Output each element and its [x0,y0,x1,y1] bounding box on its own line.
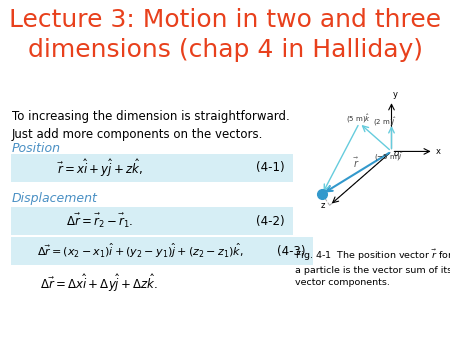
Text: (4-2): (4-2) [256,215,285,227]
FancyBboxPatch shape [11,207,293,235]
Text: x: x [436,147,441,156]
Text: $\vec{r}$: $\vec{r}$ [353,156,360,170]
Text: Position: Position [12,142,61,155]
Text: (4-1): (4-1) [256,162,285,174]
Text: (4-3): (4-3) [276,244,305,258]
Text: ($-$5 m)$\hat{i}$: ($-$5 m)$\hat{i}$ [374,151,404,164]
Text: o: o [394,149,399,158]
Text: $\Delta\vec{r} = (x_2 - x_1)\hat{i} + (y_2 - y_1)\hat{j} + (z_2 - z_1)\hat{k},$: $\Delta\vec{r} = (x_2 - x_1)\hat{i} + (y… [36,242,243,260]
FancyBboxPatch shape [11,237,313,265]
Text: To increasing the dimension is straightforward.
Just add more components on the : To increasing the dimension is straightf… [12,110,290,141]
FancyBboxPatch shape [11,154,293,182]
Text: Lecture 3: Motion in two and three
dimensions (chap 4 in Halliday): Lecture 3: Motion in two and three dimen… [9,8,441,62]
Text: $\Delta\vec{r} = \Delta x\hat{i} + \Delta y\hat{j} + \Delta z\hat{k}.$: $\Delta\vec{r} = \Delta x\hat{i} + \Delt… [40,272,158,294]
Text: (2 m)$\hat{j}$: (2 m)$\hat{j}$ [373,116,396,128]
Text: $\Delta\vec{r} = \vec{r}_2 - \vec{r}_1.$: $\Delta\vec{r} = \vec{r}_2 - \vec{r}_1.$ [66,212,134,230]
Text: Displacement: Displacement [12,192,98,205]
Text: z: z [321,201,325,210]
Text: (5 m)$\hat{k}$: (5 m)$\hat{k}$ [346,113,371,125]
Text: y: y [393,91,398,99]
Text: $\vec{r} = x\hat{i} + y\hat{j} + z\hat{k},$: $\vec{r} = x\hat{i} + y\hat{j} + z\hat{k… [57,157,143,179]
Text: Fig. 4-1  The position vector $\vec{r}$ for
a particle is the vector sum of its
: Fig. 4-1 The position vector $\vec{r}$ f… [295,248,450,287]
